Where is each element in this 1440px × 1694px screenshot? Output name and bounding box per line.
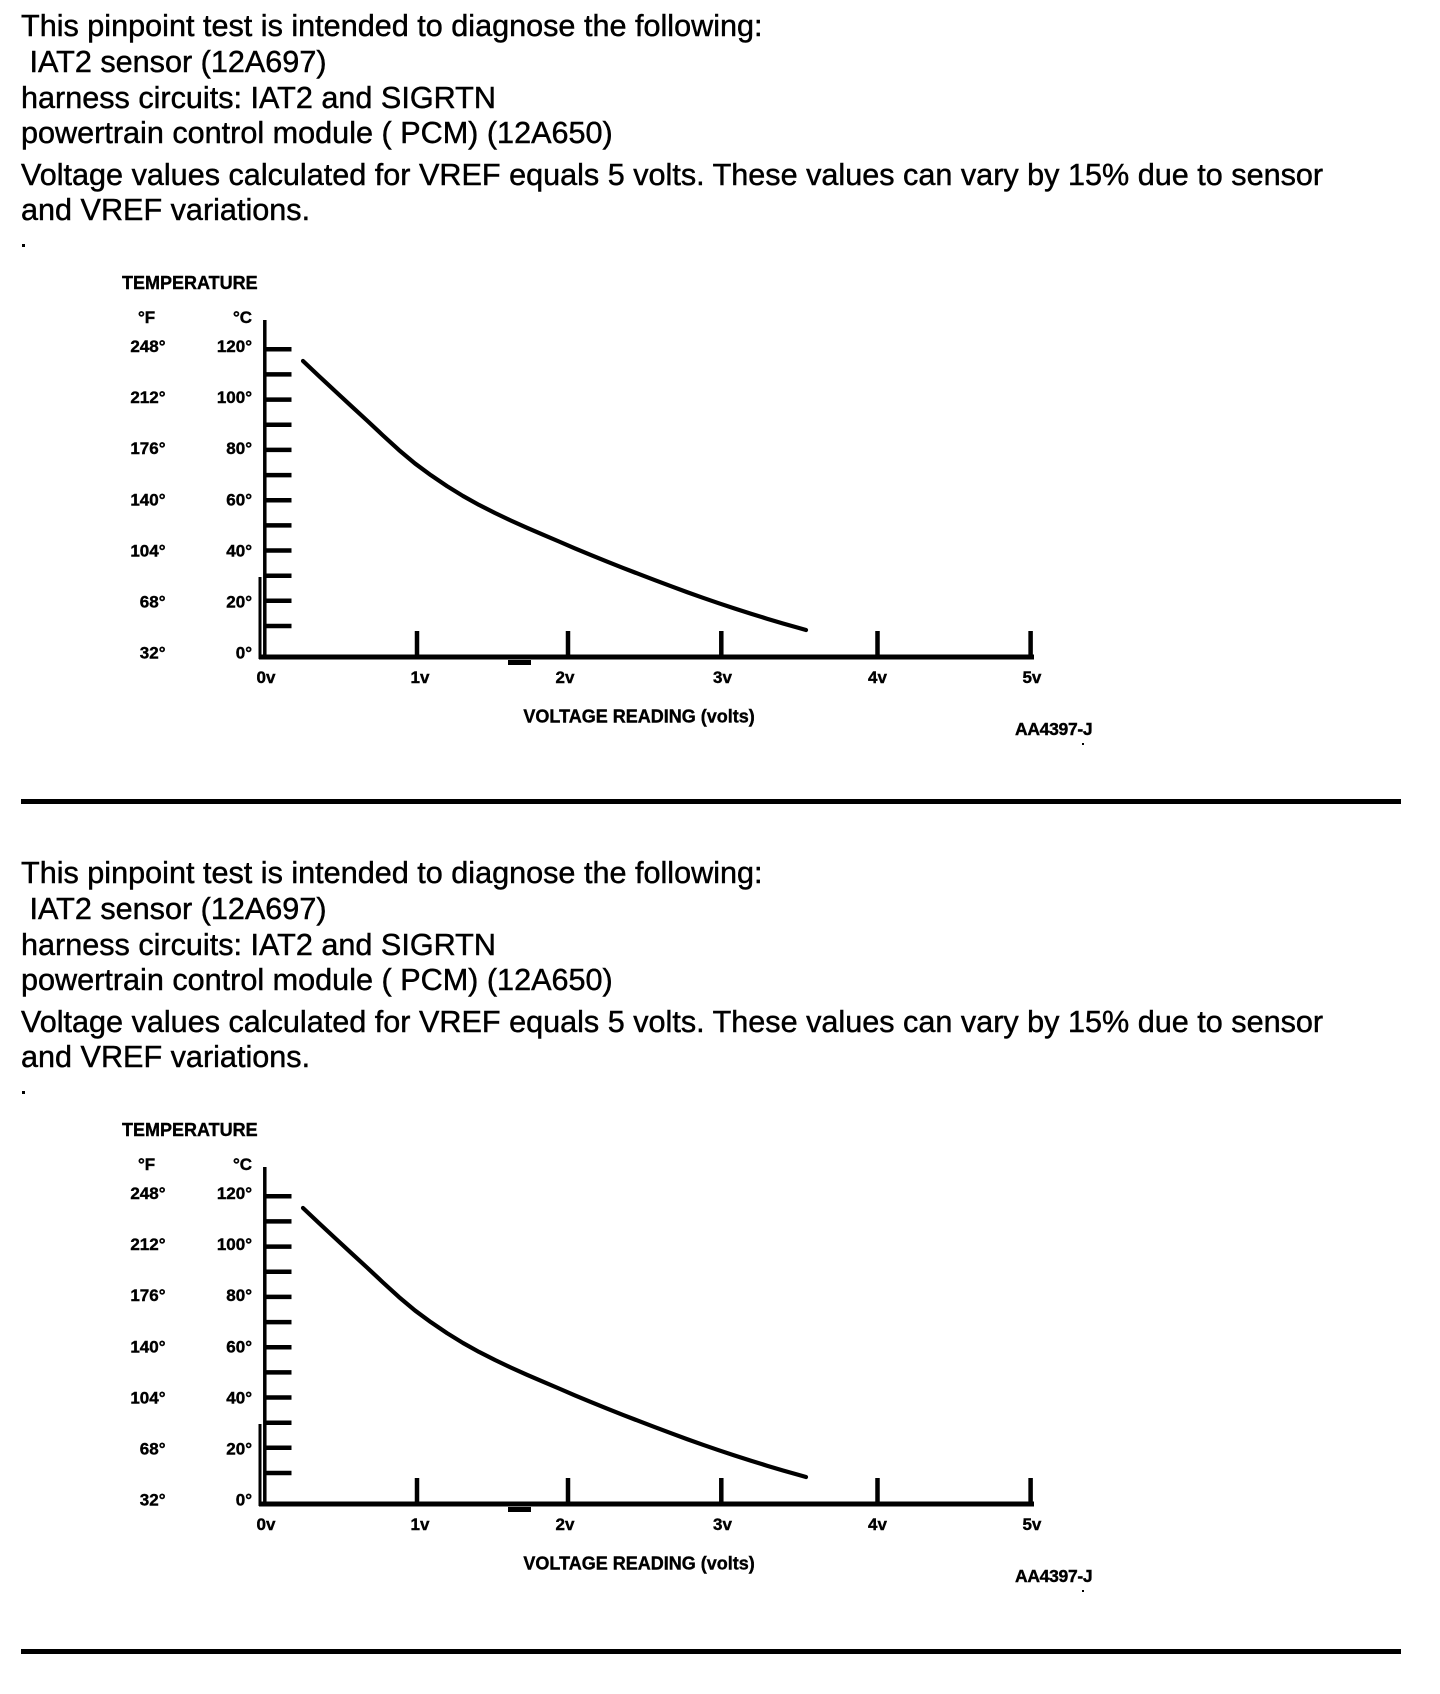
svg-text:0v: 0v [257,1515,276,1534]
svg-text:212°: 212° [130,388,165,407]
svg-text:TEMPERATURE: TEMPERATURE [122,1120,258,1140]
svg-text:60°: 60° [226,1337,252,1356]
svg-text:32°: 32° [140,1491,166,1510]
svg-text:80°: 80° [226,439,252,458]
svg-text:5v: 5v [1022,1515,1041,1534]
svg-text:0°: 0° [236,644,252,663]
svg-text:60°: 60° [226,490,252,509]
svg-text:4v: 4v [868,668,887,687]
svg-text:AA4397-J: AA4397-J [1015,719,1092,739]
svg-text:VOLTAGE READING (volts): VOLTAGE READING (volts) [523,707,754,727]
svg-text:40°: 40° [226,541,252,560]
svg-text:3v: 3v [713,668,732,687]
svg-text:VOLTAGE READING (volts): VOLTAGE READING (volts) [523,1554,754,1574]
svg-text:104°: 104° [130,541,165,560]
svg-text:120°: 120° [217,337,252,356]
svg-text:0v: 0v [257,668,276,687]
svg-text:°F: °F [138,1155,155,1174]
svg-text:120°: 120° [217,1184,252,1203]
svg-text:20°: 20° [226,593,252,612]
svg-text:176°: 176° [130,1286,165,1305]
svg-text:140°: 140° [130,490,165,509]
svg-text:248°: 248° [130,337,165,356]
svg-text:2v: 2v [556,668,575,687]
svg-text:1v: 1v [411,1515,430,1534]
svg-text:4v: 4v [868,1515,887,1534]
svg-text:°C: °C [233,1155,252,1174]
svg-text:°C: °C [233,308,252,327]
svg-text:0°: 0° [236,1491,252,1510]
svg-text:5v: 5v [1022,668,1041,687]
svg-text:100°: 100° [217,1235,252,1254]
svg-text:212°: 212° [130,1235,165,1254]
svg-text:°F: °F [138,308,155,327]
svg-text:100°: 100° [217,388,252,407]
svg-text:140°: 140° [130,1337,165,1356]
svg-text:68°: 68° [140,1440,166,1459]
svg-text:40°: 40° [226,1388,252,1407]
svg-text:AA4397-J: AA4397-J [1015,1566,1092,1586]
svg-text:104°: 104° [130,1388,165,1407]
svg-text:32°: 32° [140,644,166,663]
svg-text:68°: 68° [140,593,166,612]
svg-text:80°: 80° [226,1286,252,1305]
svg-text:20°: 20° [226,1440,252,1459]
svg-text:2v: 2v [556,1515,575,1534]
svg-text:176°: 176° [130,439,165,458]
svg-text:3v: 3v [713,1515,732,1534]
svg-text:TEMPERATURE: TEMPERATURE [122,273,258,293]
svg-text:1v: 1v [411,668,430,687]
svg-text:248°: 248° [130,1184,165,1203]
